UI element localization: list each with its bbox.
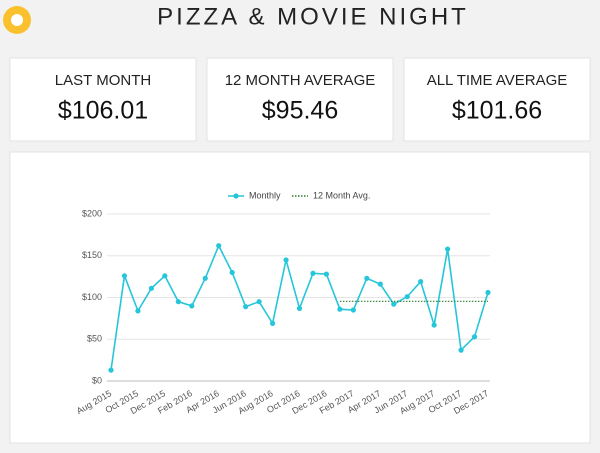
data-point <box>418 279 424 285</box>
data-point <box>229 269 235 276</box>
data-point <box>189 303 195 309</box>
data-point <box>323 271 330 277</box>
legend-label: Monthly <box>249 190 281 200</box>
y-tick-label: $0 <box>92 375 102 385</box>
data-point <box>485 289 491 296</box>
card <box>403 57 591 142</box>
data-point <box>202 275 208 281</box>
card-label: 12 MONTH AVERAGE <box>225 72 376 89</box>
logo-icon <box>11 14 23 26</box>
data-point <box>310 270 316 276</box>
data-point <box>296 305 303 311</box>
data-point <box>256 299 262 305</box>
data-point <box>148 285 154 291</box>
data-point <box>377 281 383 287</box>
data-point <box>458 347 464 353</box>
card-value: $106.01 <box>58 97 148 125</box>
legend-dot <box>233 193 239 199</box>
card-value: $95.46 <box>262 97 338 125</box>
data-point <box>108 367 114 373</box>
y-tick-label: $150 <box>82 250 102 260</box>
card-label: LAST MONTH <box>55 72 151 89</box>
card-label: ALL TIME AVERAGE <box>427 72 568 89</box>
data-point <box>404 294 410 300</box>
data-point <box>269 320 276 326</box>
data-point <box>121 273 128 279</box>
y-tick-label: $50 <box>87 334 102 344</box>
data-point <box>135 308 141 314</box>
data-point <box>350 307 356 313</box>
y-tick-label: $200 <box>82 208 102 218</box>
data-point <box>175 299 181 305</box>
data-point <box>364 275 370 281</box>
y-tick-label: $100 <box>82 292 102 302</box>
card <box>206 57 394 142</box>
cards: LAST MONTH $106.01 12 MONTH AVERAGE $95.… <box>9 57 591 142</box>
card <box>9 57 197 142</box>
data-point <box>445 246 451 252</box>
data-point <box>216 243 222 249</box>
card-value: $101.66 <box>452 97 542 125</box>
legend-label: 12 Month Avg. <box>313 190 370 200</box>
page-title: PIZZA & MOVIE NIGHT <box>157 3 469 30</box>
data-point <box>391 301 397 307</box>
data-point <box>283 257 289 263</box>
data-point <box>337 306 343 312</box>
data-point <box>162 273 168 279</box>
data-point <box>243 304 249 310</box>
data-point <box>471 334 478 340</box>
data-point <box>431 322 437 328</box>
